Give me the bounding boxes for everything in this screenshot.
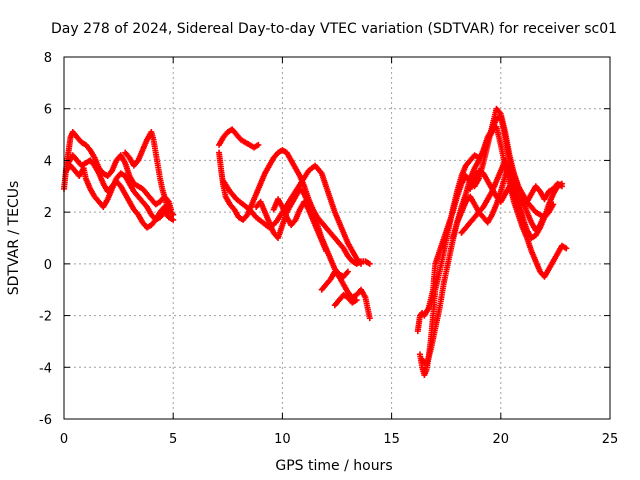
- y-tick-label: -2: [39, 310, 52, 325]
- y-axis-label: SDTVAR / TECUs: [6, 181, 22, 296]
- x-tick-labels: 0 5 10 15 20 25: [60, 432, 618, 447]
- data-point: [519, 214, 526, 221]
- data-point: [366, 315, 373, 322]
- x-axis-label: GPS time / hours: [275, 458, 392, 474]
- x-tick-label: 25: [602, 432, 619, 447]
- y-tick-label: -6: [39, 413, 52, 428]
- data-point: [541, 211, 548, 218]
- data-point: [358, 260, 365, 267]
- data-point: [344, 268, 351, 275]
- y-tick-label: 6: [44, 103, 52, 118]
- data-point: [563, 245, 570, 252]
- chart-title: Day 278 of 2024, Sidereal Day-to-day VTE…: [51, 21, 617, 37]
- y-tick-labels: -6 -4 -2 0 2 4 6 8: [39, 51, 52, 428]
- data-point: [353, 297, 360, 304]
- data-point: [170, 211, 177, 218]
- x-tick-label: 15: [383, 432, 400, 447]
- x-tick-label: 0: [60, 432, 68, 447]
- x-tick-label: 20: [493, 432, 510, 447]
- x-tick-label: 5: [169, 432, 177, 447]
- data-series-sc01: [61, 105, 570, 379]
- data-point: [323, 247, 330, 254]
- data-point: [255, 141, 262, 148]
- y-tick-label: 4: [44, 154, 52, 169]
- x-tick-label: 10: [274, 432, 291, 447]
- data-point: [558, 183, 565, 190]
- axis-ticks: [63, 56, 611, 420]
- y-tick-label: 2: [44, 206, 52, 221]
- data-point: [170, 216, 177, 223]
- y-tick-label: -4: [39, 361, 52, 376]
- y-tick-label: 0: [44, 258, 52, 273]
- plot-frame: [63, 56, 611, 420]
- data-point: [366, 260, 373, 267]
- y-tick-label: 8: [44, 51, 52, 66]
